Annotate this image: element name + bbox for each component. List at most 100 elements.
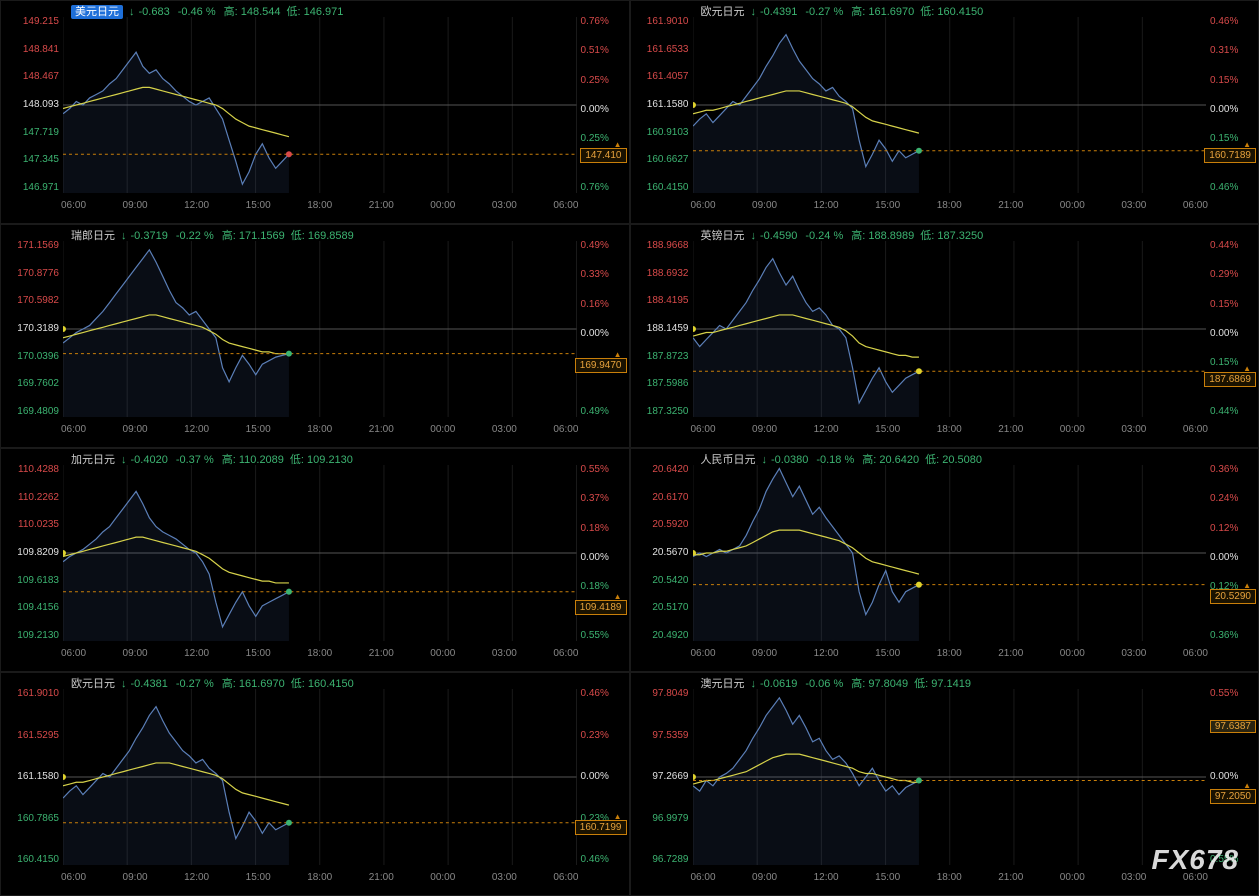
panel-header: 澳元日元 ↓-0.0619 -0.06 % 高: 97.8049 低: 97.1419 bbox=[701, 675, 977, 691]
chart-area[interactable] bbox=[693, 17, 1207, 193]
y-axis-left: 161.9010161.6533161.4057161.1580160.9103… bbox=[633, 17, 693, 193]
y-axis-left: 110.4288110.2262110.0235109.8209109.6183… bbox=[3, 465, 63, 641]
chart-area[interactable] bbox=[693, 241, 1207, 417]
chart-panel[interactable]: 欧元日元 ↓-0.4391 -0.27 % 高: 161.6970 低: 160.415… bbox=[630, 0, 1259, 224]
x-axis: 06:0009:0012:0015:0018:0021:0000:0003:00… bbox=[691, 872, 1209, 883]
arrow-down-icon: ↓ bbox=[121, 678, 127, 690]
x-axis: 06:0009:0012:0015:0018:0021:0000:0003:00… bbox=[61, 872, 579, 883]
x-axis: 06:0009:0012:0015:0018:0021:0000:0003:00… bbox=[61, 648, 579, 659]
high-value: 高: 110.2089 bbox=[222, 454, 284, 466]
low-value: 低: 146.971 bbox=[287, 6, 344, 18]
arrow-down-icon: ↓ bbox=[762, 454, 768, 466]
pair-name[interactable]: 欧元日元 bbox=[701, 6, 745, 18]
y-axis-right: 0.44%0.29%0.15%0.00%0.15%0.44% bbox=[1206, 241, 1256, 417]
price-tag: 97.2050 bbox=[1210, 789, 1256, 804]
high-value: 高: 161.6970 bbox=[222, 678, 285, 690]
price-tag: 187.6869 bbox=[1204, 372, 1256, 387]
y-axis-left: 149.215148.841148.467148.093147.719147.3… bbox=[3, 17, 63, 193]
high-value: 高: 171.1569 bbox=[222, 230, 285, 242]
chart-panel[interactable]: 英镑日元 ↓-0.4590 -0.24 % 高: 188.8989 低: 187.325… bbox=[630, 224, 1259, 448]
low-value: 低: 169.8589 bbox=[291, 230, 354, 242]
change-value: -0.4020 bbox=[131, 454, 168, 466]
panel-header: 人民币日元 ↓-0.0380 -0.18 % 高: 20.6420 低: 20.5080 bbox=[701, 451, 988, 467]
arrow-down-icon: ↓ bbox=[121, 454, 127, 466]
chart-area[interactable] bbox=[693, 689, 1207, 865]
high-value: 高: 20.6420 bbox=[862, 454, 919, 466]
chart-area[interactable] bbox=[693, 465, 1207, 641]
y-axis-right: 0.46%0.31%0.15%0.00%0.15%0.46% bbox=[1206, 17, 1256, 193]
x-axis: 06:0009:0012:0015:0018:0021:0000:0003:00… bbox=[691, 648, 1209, 659]
y-axis-right: 0.55%0.00%0.55% bbox=[1206, 689, 1256, 865]
pair-name[interactable]: 美元日元 bbox=[71, 5, 123, 19]
high-value: 高: 148.544 bbox=[224, 6, 281, 18]
pair-name[interactable]: 瑞郎日元 bbox=[71, 230, 115, 242]
chart-panel[interactable]: 瑞郎日元 ↓ -0.3719 -0.22 % 高: 171.1569 低: 169.858… bbox=[0, 224, 630, 448]
y-axis-right: 0.36%0.24%0.12%0.00%0.12%0.36% bbox=[1206, 465, 1256, 641]
pair-name[interactable]: 人民币日元 bbox=[701, 454, 756, 466]
chart-area[interactable] bbox=[63, 465, 577, 641]
change-percent: -0.27 % bbox=[176, 678, 214, 690]
low-value: 低: 109.2130 bbox=[290, 454, 353, 466]
arrow-down-icon: ↓ bbox=[751, 6, 757, 18]
change-percent: -0.18 % bbox=[816, 454, 854, 466]
pair-name[interactable]: 加元日元 bbox=[71, 454, 115, 466]
change-percent: -0.22 % bbox=[176, 230, 214, 242]
change-value: -0.4391 bbox=[760, 6, 797, 18]
pair-name[interactable]: 欧元日元 bbox=[71, 678, 115, 690]
change-percent: -0.24 % bbox=[805, 230, 843, 242]
watermark: FX678 bbox=[1152, 844, 1240, 876]
panel-header: 美元日元 ↓ -0.683 -0.46 % 高: 148.544 低: 146.971 bbox=[71, 3, 349, 19]
change-percent: -0.46 % bbox=[178, 6, 216, 18]
high-value: 高: 161.6970 bbox=[851, 6, 914, 18]
change-value: -0.4381 bbox=[131, 678, 168, 690]
price-tag: 20.5290 bbox=[1210, 589, 1256, 604]
chart-panel[interactable]: 人民币日元 ↓-0.0380 -0.18 % 高: 20.6420 低: 20.5080… bbox=[630, 448, 1259, 672]
chart-grid: 美元日元 ↓ -0.683 -0.46 % 高: 148.544 低: 146.971 14… bbox=[0, 0, 1259, 896]
arrow-down-icon: ↓ bbox=[751, 230, 757, 242]
y-axis-right: 0.46%0.23%0.00%0.23%0.46% bbox=[577, 689, 627, 865]
change-value: -0.4590 bbox=[760, 230, 797, 242]
y-axis-left: 97.804997.535997.266996.997996.7289 bbox=[633, 689, 693, 865]
price-tag: 160.7189 bbox=[1204, 148, 1256, 163]
panel-header: 瑞郎日元 ↓ -0.3719 -0.22 % 高: 171.1569 低: 169.858… bbox=[71, 227, 360, 243]
low-value: 低: 97.1419 bbox=[914, 678, 971, 690]
x-axis: 06:0009:0012:0015:0018:0021:0000:0003:00… bbox=[61, 424, 579, 435]
chart-panel[interactable]: 加元日元 ↓ -0.4020 -0.37 % 高: 110.2089 低: 109.213… bbox=[0, 448, 630, 672]
panel-header: 加元日元 ↓ -0.4020 -0.37 % 高: 110.2089 低: 109.213… bbox=[71, 451, 359, 467]
y-axis-left: 161.9010161.5295161.1580160.7865160.4150 bbox=[3, 689, 63, 865]
y-axis-left: 188.9668188.6932188.4195188.1459187.8723… bbox=[633, 241, 693, 417]
change-value: -0.3719 bbox=[131, 230, 168, 242]
arrow-down-icon: ↓ bbox=[751, 678, 757, 690]
y-axis-left: 20.642020.617020.592020.567020.542020.51… bbox=[633, 465, 693, 641]
y-axis-left: 171.1569170.8776170.5982170.3189170.0396… bbox=[3, 241, 63, 417]
change-value: -0.683 bbox=[139, 6, 170, 18]
change-value: -0.0380 bbox=[771, 454, 808, 466]
pair-name[interactable]: 澳元日元 bbox=[701, 678, 745, 690]
high-value: 高: 97.8049 bbox=[851, 678, 908, 690]
chart-area[interactable] bbox=[63, 689, 577, 865]
change-percent: -0.06 % bbox=[805, 678, 843, 690]
chart-area[interactable] bbox=[63, 241, 577, 417]
low-value: 低: 160.4150 bbox=[920, 6, 983, 18]
x-axis: 06:0009:0012:0015:0018:0021:0000:0003:00… bbox=[61, 200, 579, 211]
change-percent: -0.37 % bbox=[176, 454, 214, 466]
chart-panel[interactable]: 欧元日元↓-0.4381-0.27 %高: 161.6970低: 160.415… bbox=[0, 672, 630, 896]
panel-header: 英镑日元 ↓-0.4590 -0.24 % 高: 188.8989 低: 187.325… bbox=[701, 227, 990, 243]
x-axis: 06:0009:0012:0015:0018:0021:0000:0003:00… bbox=[691, 200, 1209, 211]
y-axis-right: 0.76%0.51%0.25%0.00%0.25%0.76% bbox=[577, 17, 627, 193]
chart-area[interactable] bbox=[63, 17, 577, 193]
price-tag: 147.410 bbox=[580, 148, 626, 163]
x-axis: 06:0009:0012:0015:0018:0021:0000:0003:00… bbox=[691, 424, 1209, 435]
panel-header: 欧元日元↓-0.4381-0.27 %高: 161.6970低: 160.415… bbox=[71, 675, 360, 691]
chart-panel[interactable]: 美元日元 ↓ -0.683 -0.46 % 高: 148.544 低: 146.971 14… bbox=[0, 0, 630, 224]
price-tag: 109.4189 bbox=[575, 600, 627, 615]
low-value: 低: 187.3250 bbox=[920, 230, 983, 242]
arrow-down-icon: ↓ bbox=[121, 230, 127, 242]
low-value: 低: 20.5080 bbox=[925, 454, 982, 466]
high-value: 高: 188.8989 bbox=[851, 230, 914, 242]
change-percent: -0.27 % bbox=[805, 6, 843, 18]
pair-name[interactable]: 英镑日元 bbox=[701, 230, 745, 242]
change-value: -0.0619 bbox=[760, 678, 797, 690]
panel-header: 欧元日元 ↓-0.4391 -0.27 % 高: 161.6970 低: 160.415… bbox=[701, 3, 990, 19]
arrow-down-icon: ↓ bbox=[129, 6, 135, 18]
